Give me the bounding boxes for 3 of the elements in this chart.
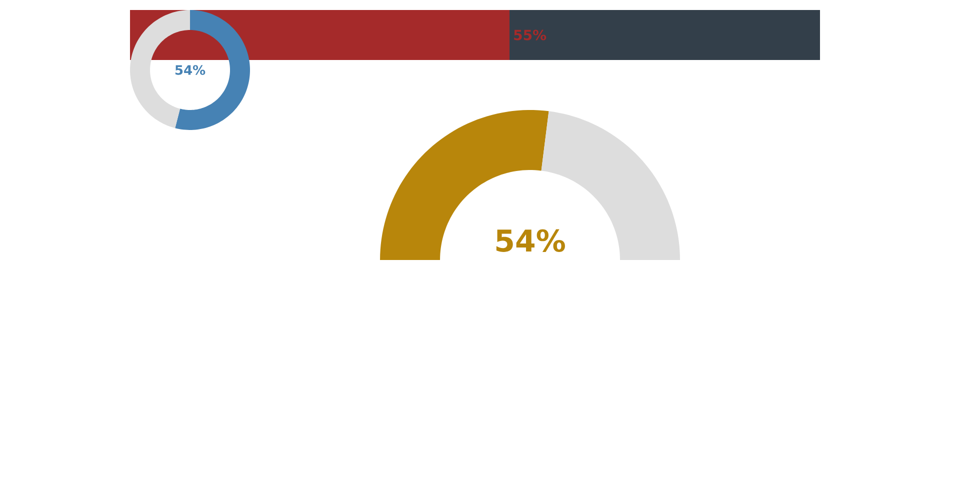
data-label: 54% bbox=[496, 229, 565, 252]
data-label: 54% bbox=[175, 65, 206, 75]
data-label: 55% bbox=[514, 30, 546, 40]
